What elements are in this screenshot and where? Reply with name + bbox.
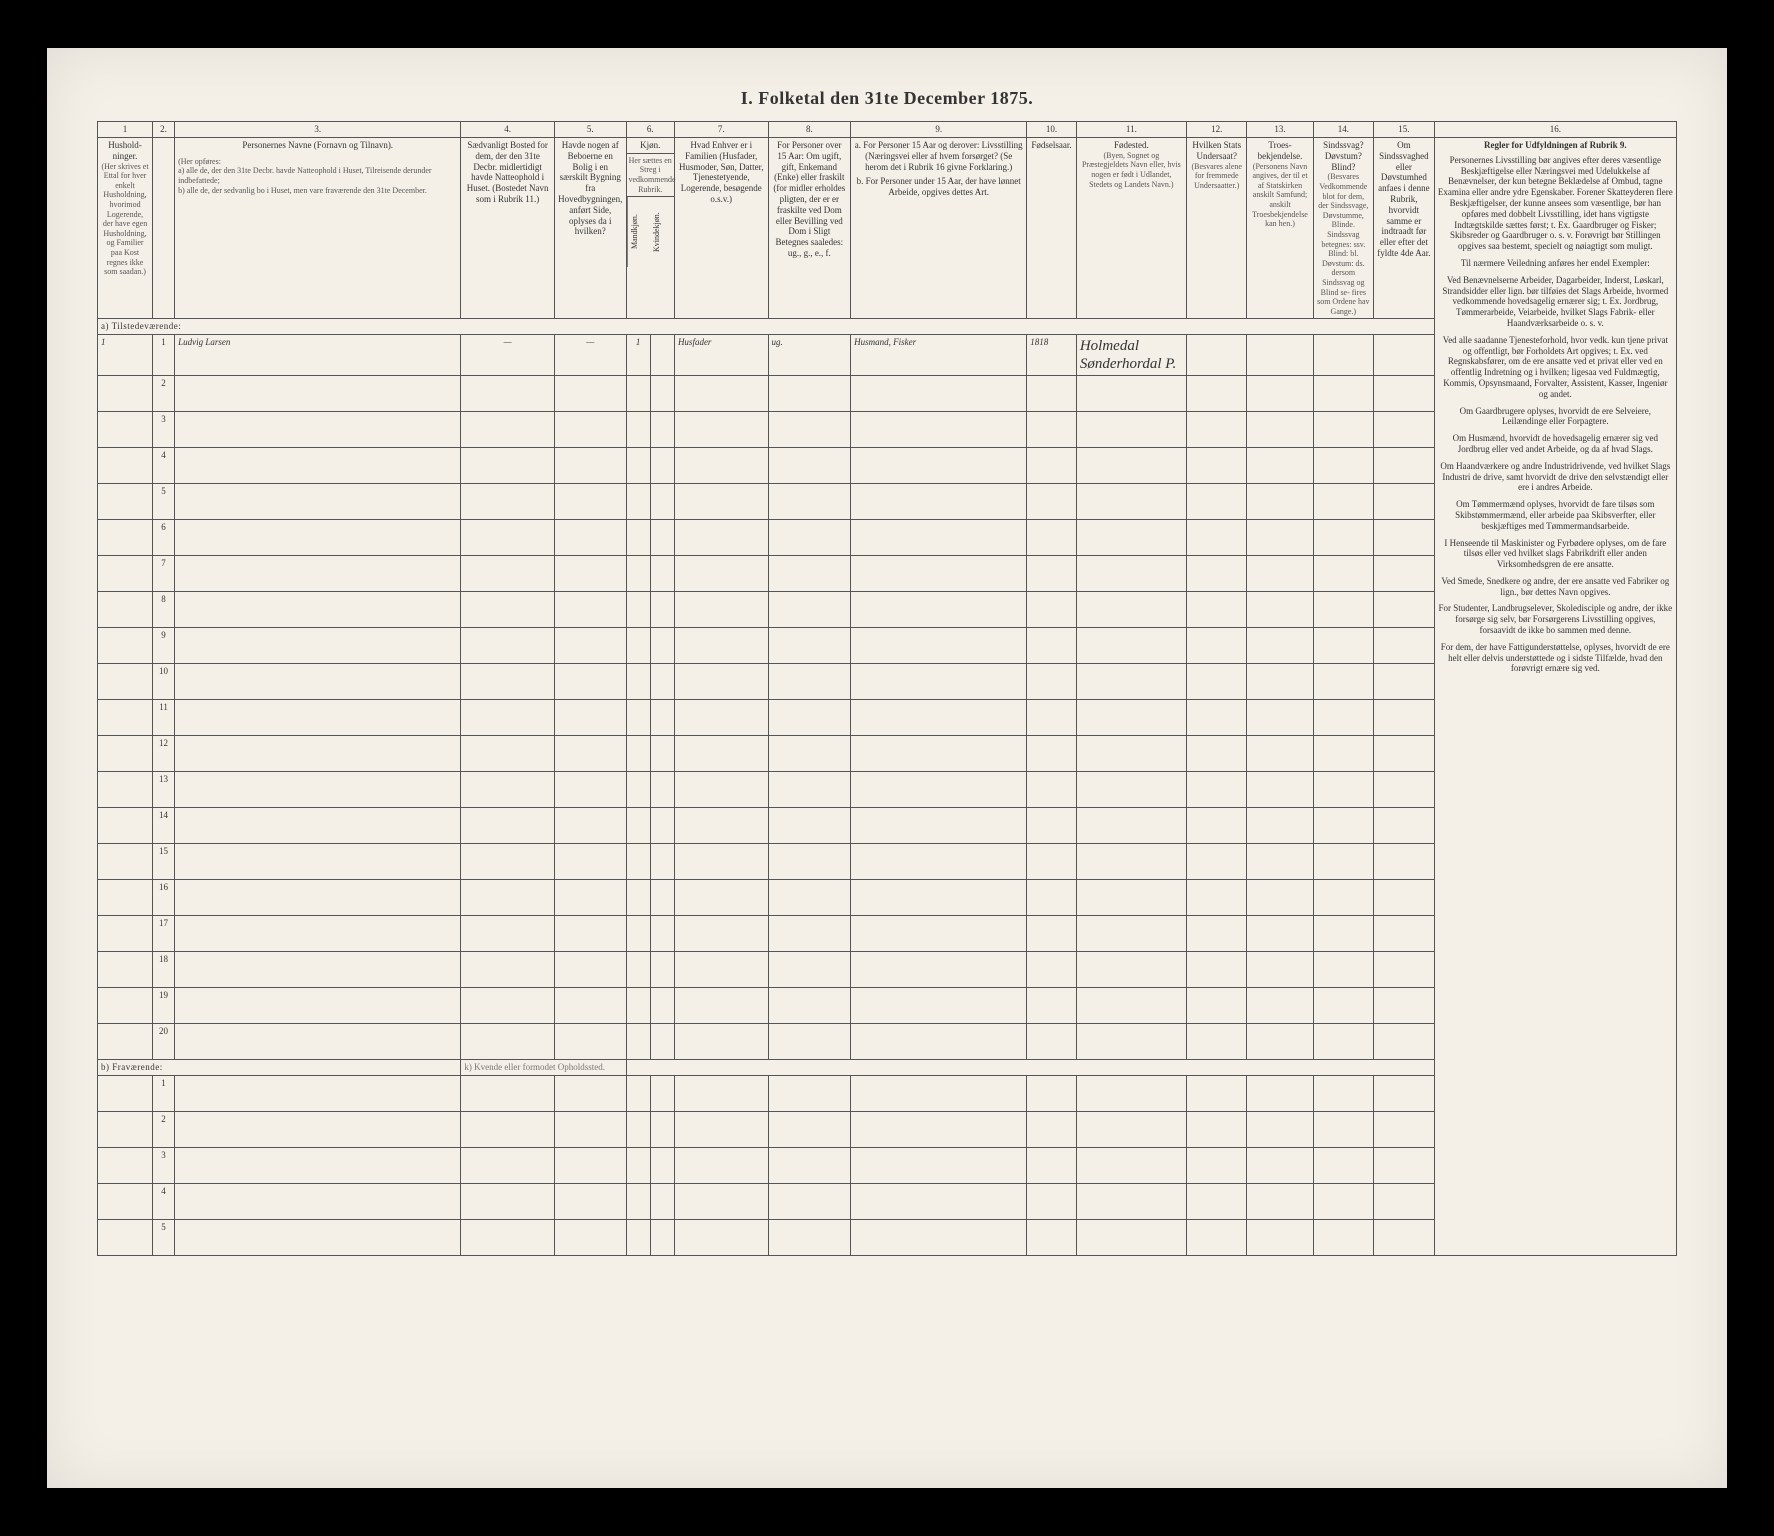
h13-sub: (Personens Navn angives, der til et af S… bbox=[1250, 162, 1309, 229]
section-absent-label: b) Fraværende: bbox=[98, 1060, 461, 1076]
note-p10: Ved Smede, Snedkere og andre, der ere an… bbox=[1438, 576, 1673, 598]
cell-family: Husfader bbox=[674, 335, 768, 376]
header-13: Troes-bekjendelse. (Personens Navn angiv… bbox=[1247, 138, 1313, 319]
h3-sub-a: a) alle de, der den 31te Decbr. havde Na… bbox=[178, 166, 431, 185]
header-8: For Personer over 15 Aar: Om ugift, gift… bbox=[768, 138, 851, 319]
h3-sub-b: b) alle de, der sedvanlig bo i Huset, me… bbox=[178, 186, 427, 195]
colnum-8: 8. bbox=[768, 122, 851, 138]
h1-sub: (Her skrives et Ettal for hver enkelt Hu… bbox=[101, 162, 149, 277]
note-p6: Om Husmænd, hvorvidt de hovedsagelig ern… bbox=[1438, 433, 1673, 455]
colnum-1: 1 bbox=[98, 122, 153, 138]
header-15: Om Sindssvaghed eller Døvstumhed anfaes … bbox=[1374, 138, 1435, 319]
h6b: Kvindekjøn. bbox=[650, 197, 674, 267]
h13-title: Troes-bekjendelse. bbox=[1250, 140, 1309, 162]
h14-sub: (Besvares Vedkommende blot for dem, der … bbox=[1317, 172, 1371, 316]
note-p9: I Henseende til Maskinister og Fyrbødere… bbox=[1438, 538, 1673, 570]
header-7: Hvad Enhver er i Familien (Husfader, Hus… bbox=[674, 138, 768, 319]
colnum-11: 11. bbox=[1076, 122, 1186, 138]
cell-5: — bbox=[554, 335, 626, 376]
column-header-row: Hushold-ninger. (Her skrives et Ettal fo… bbox=[98, 138, 1677, 319]
cell-birthplace: Holmedal Sønderhordal P. bbox=[1076, 335, 1186, 376]
cell-name: Ludvig Larsen bbox=[175, 335, 461, 376]
note-p1: Personernes Livsstilling bør angives eft… bbox=[1438, 155, 1673, 252]
note-p11: For Studenter, Landbrugselever, Skoledis… bbox=[1438, 603, 1673, 635]
cell-sex-f bbox=[650, 335, 674, 376]
colnum-9: 9. bbox=[851, 122, 1027, 138]
note-p8: Om Tømmermænd oplyses, hvorvidt de fare … bbox=[1438, 499, 1673, 531]
h6-title: Kjøn. bbox=[627, 138, 674, 154]
h11-title: Fødested. bbox=[1080, 140, 1183, 151]
cell-13 bbox=[1247, 335, 1313, 376]
colnum-13: 13. bbox=[1247, 122, 1313, 138]
page-title: I. Folketal den 31te December 1875. bbox=[97, 88, 1677, 109]
note-p4: Ved alle saadanne Tjenesteforhold, hvor … bbox=[1438, 335, 1673, 400]
h1-title: Hushold-ninger. bbox=[101, 140, 149, 162]
header-11: Fødested. (Byen, Sognet og Præstegjeldet… bbox=[1076, 138, 1186, 319]
h6-sub: Her sættes en Streg i vedkommende Rubrik… bbox=[627, 154, 674, 197]
cell-sex-m: 1 bbox=[626, 335, 650, 376]
header-3: Personernes Navne (Fornavn og Tilnavn). … bbox=[175, 138, 461, 319]
colnum-6: 6. bbox=[626, 122, 674, 138]
note-p3: Ved Benævnelserne Arbeider, Dagarbeider,… bbox=[1438, 275, 1673, 329]
census-form-page: I. Folketal den 31te December 1875. 1 2.… bbox=[47, 48, 1727, 1488]
header-10: Fødselsaar. bbox=[1027, 138, 1077, 319]
cell-marital: ug. bbox=[768, 335, 851, 376]
h3-title: Personernes Navne (Fornavn og Tilnavn). bbox=[178, 140, 457, 151]
h12-title: Hvilken Stats Undersaat? bbox=[1190, 140, 1244, 162]
cell-14 bbox=[1313, 335, 1374, 376]
cell-birthyear: 1818 bbox=[1027, 335, 1077, 376]
note-p12: For dem, der have Fattigunderstøttelse, … bbox=[1438, 642, 1673, 674]
colnum-12: 12. bbox=[1186, 122, 1247, 138]
census-table: 1 2. 3. 4. 5. 6. 7. 8. 9. 10. 11. 12. 13… bbox=[97, 121, 1677, 1256]
header-9: a. For Personer 15 Aar og derover: Livss… bbox=[851, 138, 1027, 319]
h3-intro: (Her opføres: bbox=[178, 157, 221, 166]
column-number-row: 1 2. 3. 4. 5. 6. 7. 8. 9. 10. 11. 12. 13… bbox=[98, 122, 1677, 138]
header-5: Havde nogen af Beboerne en Bolig i en sæ… bbox=[554, 138, 626, 319]
note-p2: Til nærmere Veiledning anføres her endel… bbox=[1438, 258, 1673, 269]
colnum-14: 14. bbox=[1313, 122, 1374, 138]
h9-a: a. For Personer 15 Aar og derover: Livss… bbox=[854, 140, 1023, 172]
h12-sub: (Besvares alene for fremmede Undersaatte… bbox=[1190, 162, 1244, 191]
header-2 bbox=[153, 138, 175, 319]
colnum-10: 10. bbox=[1027, 122, 1077, 138]
h9-b: b. For Personer under 15 Aar, der have l… bbox=[854, 176, 1023, 198]
colnum-15: 15. bbox=[1374, 122, 1435, 138]
cell-12 bbox=[1186, 335, 1247, 376]
cell-occupation: Husmand, Fisker bbox=[851, 335, 1027, 376]
h14-title: Sindssvag? Døvstum? Blind? bbox=[1317, 140, 1371, 172]
cell-hh: 1 bbox=[98, 335, 153, 376]
colnum-7: 7. bbox=[674, 122, 768, 138]
header-1: Hushold-ninger. (Her skrives et Ettal fo… bbox=[98, 138, 153, 319]
colnum-2: 2. bbox=[153, 122, 175, 138]
header-6: Kjøn. Her sættes en Streg i vedkommende … bbox=[626, 138, 674, 319]
rules-column: Regler for Udfyldningen af Rubrik 9. Per… bbox=[1434, 138, 1676, 1256]
section-present-label: a) Tilstedeværende: bbox=[98, 319, 1435, 335]
h6a: Mandkjøn. bbox=[627, 197, 651, 267]
colnum-5: 5. bbox=[554, 122, 626, 138]
cell-15 bbox=[1374, 335, 1435, 376]
h11-sub: (Byen, Sognet og Præstegjeldets Navn ell… bbox=[1080, 151, 1183, 189]
cell-4: — bbox=[461, 335, 555, 376]
rules-title: Regler for Udfyldningen af Rubrik 9. bbox=[1438, 140, 1673, 151]
header-14: Sindssvag? Døvstum? Blind? (Besvares Ved… bbox=[1313, 138, 1374, 319]
header-4: Sædvanligt Bosted for dem, der den 31te … bbox=[461, 138, 555, 319]
section-absent-note: k) Kvende eller formodet Opholdssted. bbox=[461, 1060, 626, 1076]
header-12: Hvilken Stats Undersaat? (Besvares alene… bbox=[1186, 138, 1247, 319]
cell-rownum: 1 bbox=[153, 335, 175, 376]
note-p7: Om Haandværkere og andre Industridrivend… bbox=[1438, 461, 1673, 493]
colnum-3: 3. bbox=[175, 122, 461, 138]
note-p5: Om Gaardbrugere oplyses, hvorvidt de ere… bbox=[1438, 406, 1673, 428]
colnum-4: 4. bbox=[461, 122, 555, 138]
colnum-16: 16. bbox=[1434, 122, 1676, 138]
